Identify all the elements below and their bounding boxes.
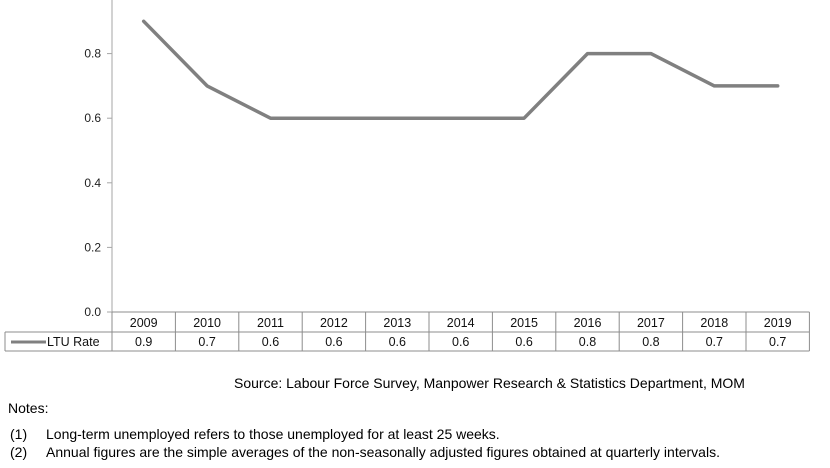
x-tick-label: 2013 [383, 316, 411, 330]
note-item: (1) Long-term unemployed refers to those … [10, 426, 500, 442]
notes-title: Notes: [8, 400, 49, 416]
x-tick-label: 2011 [257, 316, 284, 330]
data-label: 0.7 [769, 335, 786, 349]
y-tick-label: 0.0 [84, 305, 101, 319]
source-note: Source: Labour Force Survey, Manpower Re… [234, 375, 745, 391]
data-label: 0.6 [515, 335, 532, 349]
y-tick-label: 0.6 [84, 111, 101, 125]
x-tick-label: 2017 [637, 316, 665, 330]
data-label: 0.8 [579, 335, 596, 349]
x-tick-label: 2018 [700, 316, 728, 330]
note-number: (1) [10, 426, 28, 442]
data-label: 0.6 [325, 335, 342, 349]
data-label: 0.6 [452, 335, 469, 349]
series-line-ltu-rate [141, 19, 780, 120]
legend-label: LTU Rate [47, 335, 100, 349]
data-label: 0.6 [389, 335, 406, 349]
data-label: 0.7 [198, 335, 215, 349]
x-tick-label: 2016 [574, 316, 602, 330]
data-label: 0.8 [642, 335, 659, 349]
note-item: (2) Annual figures are the simple average… [10, 444, 720, 460]
x-tick-label: 2009 [130, 316, 158, 330]
y-tick-label: 0.8 [84, 47, 101, 61]
x-tick-label: 2012 [320, 316, 348, 330]
y-tick-label: 0.4 [84, 176, 101, 190]
note-text: Annual figures are the simple averages o… [46, 444, 720, 460]
note-text: Long-term unemployed refers to those une… [46, 426, 500, 442]
ltu-rate-chart: 0.0 0.2 0.4 0.6 0.8 2009 0.9 2010 0.7 2011 0.6 201… [4, 0, 810, 352]
data-label: 0.9 [135, 335, 152, 349]
y-tick-label: 0.2 [84, 240, 101, 254]
x-tick-label: 2014 [447, 316, 475, 330]
data-label: 0.6 [262, 335, 279, 349]
x-tick-label: 2010 [193, 316, 221, 330]
x-tick-label: 2019 [764, 316, 792, 330]
x-tick-label: 2015 [510, 316, 538, 330]
note-number: (2) [10, 444, 28, 460]
data-label: 0.7 [706, 335, 723, 349]
